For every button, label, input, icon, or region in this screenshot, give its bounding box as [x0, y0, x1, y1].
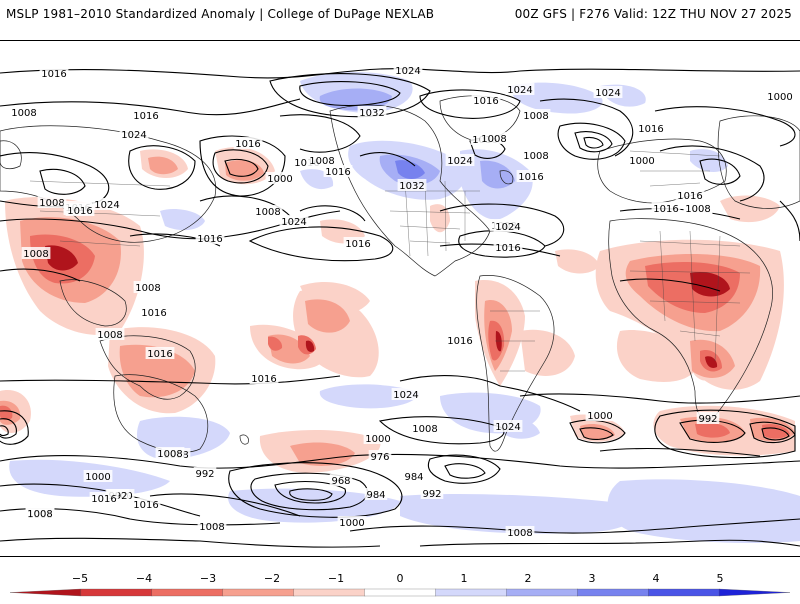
colorbar-segment [151, 588, 224, 597]
isobar-label: 1016 [251, 374, 276, 385]
colorbar-tick-label: 0 [397, 572, 404, 585]
isobar-label: 1024 [393, 390, 418, 401]
isobar-label: 1032 [399, 181, 424, 192]
isobar-label: 1008 [135, 283, 160, 294]
isobar-label: 1008 [685, 204, 710, 215]
colorbar-tick-label: 1 [461, 572, 468, 585]
colorbar-segment [222, 588, 295, 597]
isobar-label: 1016 [67, 206, 92, 217]
isobar-label: 1008 [507, 528, 532, 539]
isobar-label: 1000 [365, 434, 390, 445]
isobar-label: 1016 [518, 172, 543, 183]
isobar-label: 1016 [147, 349, 172, 360]
isobar-label: 1008 [39, 198, 64, 209]
isobar-label: 1000 [629, 156, 654, 167]
political-boundaries [29, 150, 751, 372]
isobar-label: 1008 [23, 249, 48, 260]
isobar-label: 968 [331, 476, 350, 487]
peak-positive-anomaly [395, 160, 425, 179]
isobar-label: 1016 [41, 69, 66, 80]
isobar-label: 984 [366, 490, 385, 501]
isobar-label: 1016 [235, 139, 260, 150]
isobar-label: 1000 [85, 472, 110, 483]
colorbar-segment [648, 588, 720, 597]
isobar-label: 1016 [133, 111, 158, 122]
model-run-info: 00Z GFS | F276 Valid: 12Z THU NOV 27 202… [514, 7, 792, 21]
isobar-label: 1008 [97, 330, 122, 341]
colorbar-tick-label: −3 [200, 572, 216, 585]
colorbar-tick-label: 5 [717, 572, 724, 585]
isobar-label: 1016 [677, 191, 702, 202]
colorbar-segment [293, 588, 366, 597]
isobar-label: 1016 [473, 96, 498, 107]
isobar-label: 1016 [294, 158, 319, 169]
isobar-label: 1016 [447, 336, 472, 347]
colorbar-segment [80, 588, 153, 597]
isobar-label: 1016 [133, 500, 158, 511]
isobar-label: 1016 [638, 124, 663, 135]
isobar-label: 1016 [141, 308, 166, 319]
isobar-label: 976 [370, 452, 389, 463]
world-map: 1016 1024 1016 1024 1000 1008 1016 1008 1024 1032… [0, 40, 800, 557]
colorbar-tick-label: −1 [328, 572, 344, 585]
isobar-label: 1008 [309, 156, 334, 167]
isobar-label: 1024 [121, 130, 146, 141]
isobar-label: 1008 [11, 108, 36, 119]
isobar-label: 1008 [412, 424, 437, 435]
positive-anomaly-fields [9, 72, 800, 543]
isobar-label: 1016 [495, 243, 520, 254]
colorbar-tick-label: 3 [589, 572, 596, 585]
peak-negative-anomaly [45, 245, 730, 368]
isobar-label: 1008 [255, 207, 280, 218]
isobar-label: 1024 [447, 156, 472, 167]
isobar-label: 1016 [91, 494, 116, 505]
colorbar-segment [718, 588, 791, 597]
isobar-label: 1000 [587, 411, 612, 422]
isobar-label: 1024 [281, 217, 306, 228]
colorbar-tick-label: 4 [653, 572, 660, 585]
isobar-label: 1016 [653, 204, 678, 215]
colorbar-segment [577, 588, 649, 597]
isobar-label: 1008 [199, 522, 224, 533]
isobar-label: 1016 [345, 239, 370, 250]
isobar-label: 1008 [523, 151, 548, 162]
map-header: MSLP 1981–2010 Standardized Anomaly | Co… [0, 0, 800, 30]
isobar-label: 1024 [495, 422, 520, 433]
colorbar-segment [9, 588, 82, 597]
anomaly-colorbar: −5 −4 −3 −2 −1 0 1 2 3 4 5 [0, 568, 800, 600]
isobar-label: 992 [698, 414, 717, 425]
isobar-label: 992 [195, 469, 214, 480]
isobar-label: 1016 [325, 167, 350, 178]
isobar-label: 1000 [267, 174, 292, 185]
isobar-label: 1008 [27, 509, 52, 520]
colorbar-tick-label: −2 [264, 572, 280, 585]
isobar-label: 1000 [767, 92, 792, 103]
isobar-label: 1024 [595, 88, 620, 99]
colorbar-tick-label: −4 [136, 572, 152, 585]
colorbar-tick-label: 2 [525, 572, 532, 585]
colorbar-tick-label: −5 [72, 572, 88, 585]
isobar-label: 1008 [481, 134, 506, 145]
isobar-label: 1024 [94, 200, 119, 211]
isobar-label: 1008 [523, 111, 548, 122]
isobar-label: 984 [404, 472, 423, 483]
isobar-label: 1016 [197, 234, 222, 245]
colorbar-segment [364, 588, 437, 597]
colorbar-segment [435, 588, 508, 597]
isobar-label: 1024 [507, 85, 532, 96]
isobar-label: 992 [422, 489, 441, 500]
isobar-label: 1024 [395, 66, 420, 77]
isobar-label: 1000 [339, 518, 364, 529]
isobar-label: 1024 [495, 222, 520, 233]
colorbar-segment [506, 588, 578, 597]
isobar-label: 1008 [157, 449, 182, 460]
isobar-label: 1032 [359, 108, 384, 119]
map-title: MSLP 1981–2010 Standardized Anomaly | Co… [6, 7, 435, 21]
